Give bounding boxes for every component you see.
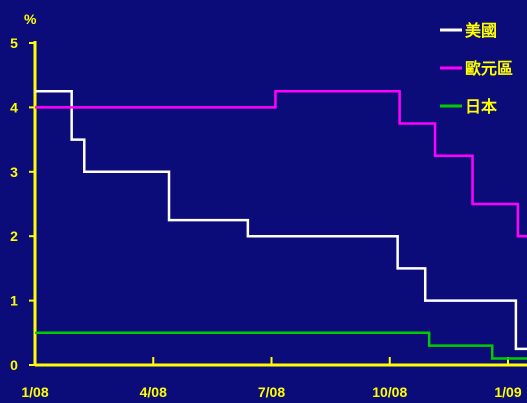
legend-label-2: 日本 — [465, 97, 497, 116]
x-tick-label-4: 1/09 — [494, 384, 521, 400]
legend-label-0: 美國 — [465, 21, 497, 40]
x-tick-label-1: 4/08 — [140, 384, 167, 400]
y-tick-label-5: 5 — [10, 35, 18, 51]
series-line-0 — [35, 90, 527, 351]
y-axis-unit-label: % — [24, 11, 37, 27]
y-tick-label-1: 1 — [10, 293, 18, 309]
x-tick-label-0: 1/08 — [21, 384, 48, 400]
x-tick-label-2: 7/08 — [258, 384, 285, 400]
axes: 0 1 2 3 4 5 1/08 4/08 7/08 10/08 1/09 — [10, 35, 527, 400]
y-tick-label-3: 3 — [10, 164, 18, 180]
series-lines — [35, 90, 527, 360]
x-tick-label-3: 10/08 — [372, 384, 407, 400]
y-tick-label-4: 4 — [10, 99, 18, 115]
series-line-1 — [35, 90, 527, 238]
y-tick-label-2: 2 — [10, 228, 18, 244]
legend-label-1: 歐元區 — [465, 59, 513, 78]
y-tick-label-0: 0 — [10, 357, 18, 373]
series-line-2 — [35, 331, 527, 360]
